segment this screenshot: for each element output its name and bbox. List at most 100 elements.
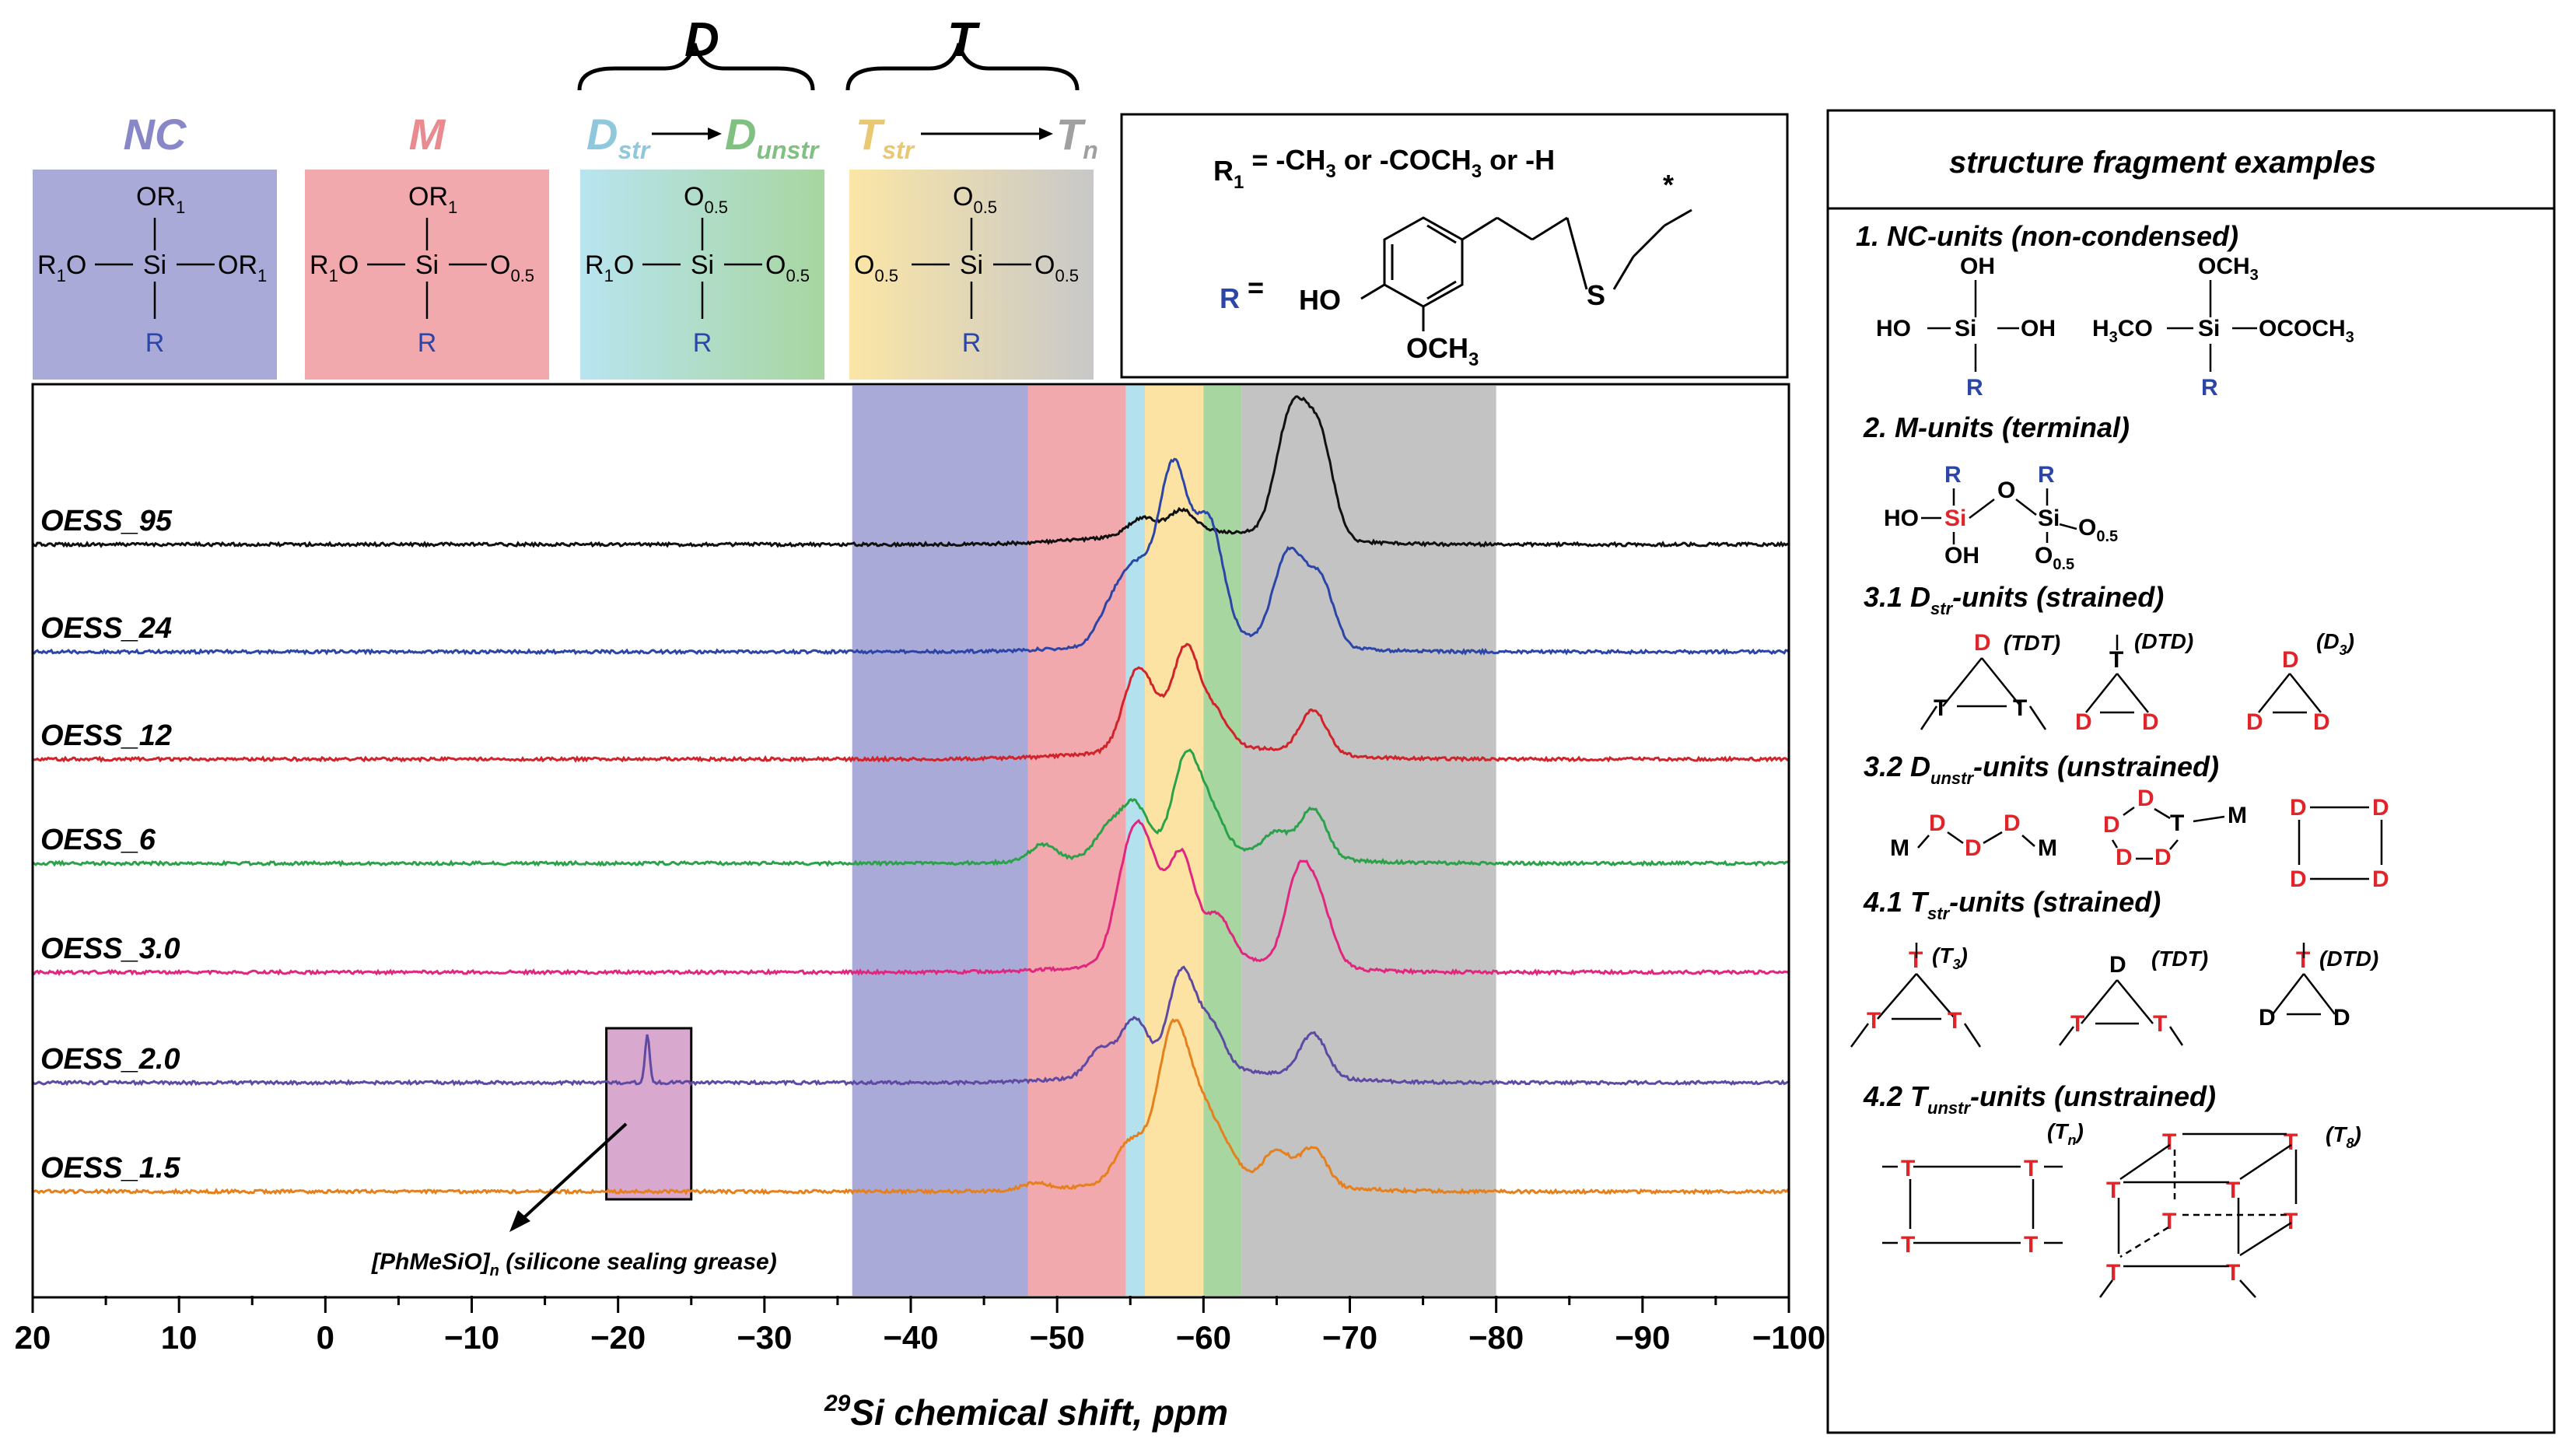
bond (1916, 973, 1956, 1020)
atom-label: D (1965, 835, 1982, 861)
bond (1917, 835, 1930, 849)
sample-label-OESS_3.0: OESS_3.0 (40, 933, 180, 965)
brace-D (577, 43, 815, 91)
group-braces: D T (577, 13, 1080, 91)
s-label: S (1587, 279, 1605, 311)
atom-label: T (1901, 1156, 1915, 1181)
atom-label: D (2313, 709, 2330, 735)
unit-d-str: Dstr Dunstr Si O0.5 R1O O0.5 R (580, 110, 824, 380)
section-m-units: 2. M-units (terminal) (1863, 411, 2130, 443)
x-tick-label: −80 (1468, 1319, 1524, 1356)
x-tick-label: 10 (161, 1319, 198, 1356)
left-substituent: R1O (37, 250, 86, 285)
bond (2239, 1279, 2256, 1298)
atom-label: T (2013, 695, 2027, 721)
bond (2119, 1226, 2169, 1258)
unit-box (849, 170, 1094, 380)
atom-label: T (2153, 1011, 2167, 1037)
atom-label: (TDT) (2151, 947, 2208, 971)
atom-label: T (2296, 947, 2310, 973)
spectrum-OESS_2.0 (31, 965, 1790, 1087)
atom-label: HO (1884, 506, 1919, 531)
bond (2258, 673, 2291, 713)
bond (1947, 831, 1964, 845)
atom-label: T (2226, 1178, 2240, 1203)
atom-label: D (2116, 845, 2133, 870)
structure-panel: structure fragment examples 1. NC-units … (1826, 109, 2556, 1434)
atom-label: T (2284, 1209, 2298, 1234)
unit-title-start: Tstr (856, 110, 915, 164)
atom-label: M (2228, 803, 2247, 828)
atom-label: R (1966, 375, 1983, 401)
annotation-arrow (512, 1122, 628, 1229)
atom-label: OCH3 (2198, 254, 2259, 284)
bond (1981, 657, 2021, 707)
atom-label: R (2201, 375, 2218, 401)
atom-label: T (1909, 947, 1923, 973)
sample-label-OESS_2.0: OESS_2.0 (40, 1043, 180, 1076)
top-substituent: OR1 (408, 182, 457, 217)
sample-label-OESS_6: OESS_6 (40, 824, 156, 856)
x-tick-label: −60 (1176, 1319, 1231, 1356)
center-si: Si (960, 250, 983, 280)
spectrum-OESS_12 (32, 642, 1790, 763)
band-dstr (1125, 386, 1146, 1296)
atom-label: D (2103, 812, 2120, 838)
sample-labels: OESS_95 OESS_24 OESS_12 OESS_6 OESS_3.0 OESS_… (40, 505, 180, 1185)
atom-label: T (2226, 1260, 2240, 1286)
bottom-substituent: R (962, 328, 982, 358)
bond (1877, 973, 1917, 1020)
x-tick-label: 0 (317, 1319, 334, 1356)
sample-label-OESS_12: OESS_12 (40, 719, 172, 752)
atom-label: OH (1944, 543, 1979, 569)
atom-label: T (2070, 1011, 2084, 1037)
unit-box (33, 170, 277, 380)
x-tick-label: −20 (590, 1319, 646, 1356)
bottom-substituent: R (418, 328, 437, 358)
right-substituent: O0.5 (490, 250, 534, 285)
bond (2116, 979, 2154, 1024)
atom-label: HO (1876, 316, 1911, 341)
atom-label: H3CO (2092, 316, 2153, 346)
ho-label: HO (1299, 284, 1341, 316)
x-axis-label-sup: 29 (824, 1391, 851, 1416)
atom-label: D (1929, 810, 1946, 836)
section-tstr-units: 4.1 Tstr-units (strained) (1863, 886, 2161, 923)
left-substituent: R1O (585, 250, 634, 285)
x-tick-label: −90 (1615, 1319, 1670, 1356)
left-substituent: O0.5 (854, 250, 898, 285)
x-axis-label: 29Si chemical shift, ppm (824, 1391, 1228, 1433)
unit-box (305, 170, 549, 380)
sample-label-OESS_95: OESS_95 (40, 505, 173, 537)
spectrum-OESS_1.5 (32, 1018, 1790, 1196)
bond (2123, 806, 2135, 817)
annotation-arrowhead (509, 1210, 530, 1232)
bond (2098, 1279, 2114, 1298)
bond (2239, 1143, 2292, 1181)
bond (1983, 831, 2003, 845)
atom-label: D (2282, 647, 2299, 673)
bond (2303, 973, 2336, 1015)
atom-label: D (2137, 786, 2154, 811)
bond (2154, 807, 2171, 820)
atom-label: D (1974, 630, 1991, 656)
sample-label-OESS_1.5: OESS_1.5 (40, 1152, 180, 1185)
atom-label: T (1948, 1008, 1962, 1034)
atom-label: T (1867, 1008, 1881, 1034)
center-si: Si (143, 250, 166, 280)
bond (2085, 673, 2118, 713)
grease-annotation: [PhMeSiO]n (silicone sealing grease) (371, 1122, 777, 1279)
atom-label: Si (1944, 506, 1966, 531)
unit-arrowhead (708, 128, 722, 140)
atom-label: M (1890, 835, 1909, 861)
top-substituent: O0.5 (953, 182, 997, 217)
atom-label: T (2024, 1232, 2038, 1258)
atom-label: D (2333, 1005, 2350, 1031)
panel-title: structure fragment examples (1949, 145, 2376, 180)
atom-label: D (2372, 866, 2389, 892)
panel-frame (1826, 109, 2556, 1434)
atom-label: D (2075, 709, 2092, 735)
atom-label: D (2246, 709, 2263, 735)
atom-label: D (2372, 795, 2389, 821)
